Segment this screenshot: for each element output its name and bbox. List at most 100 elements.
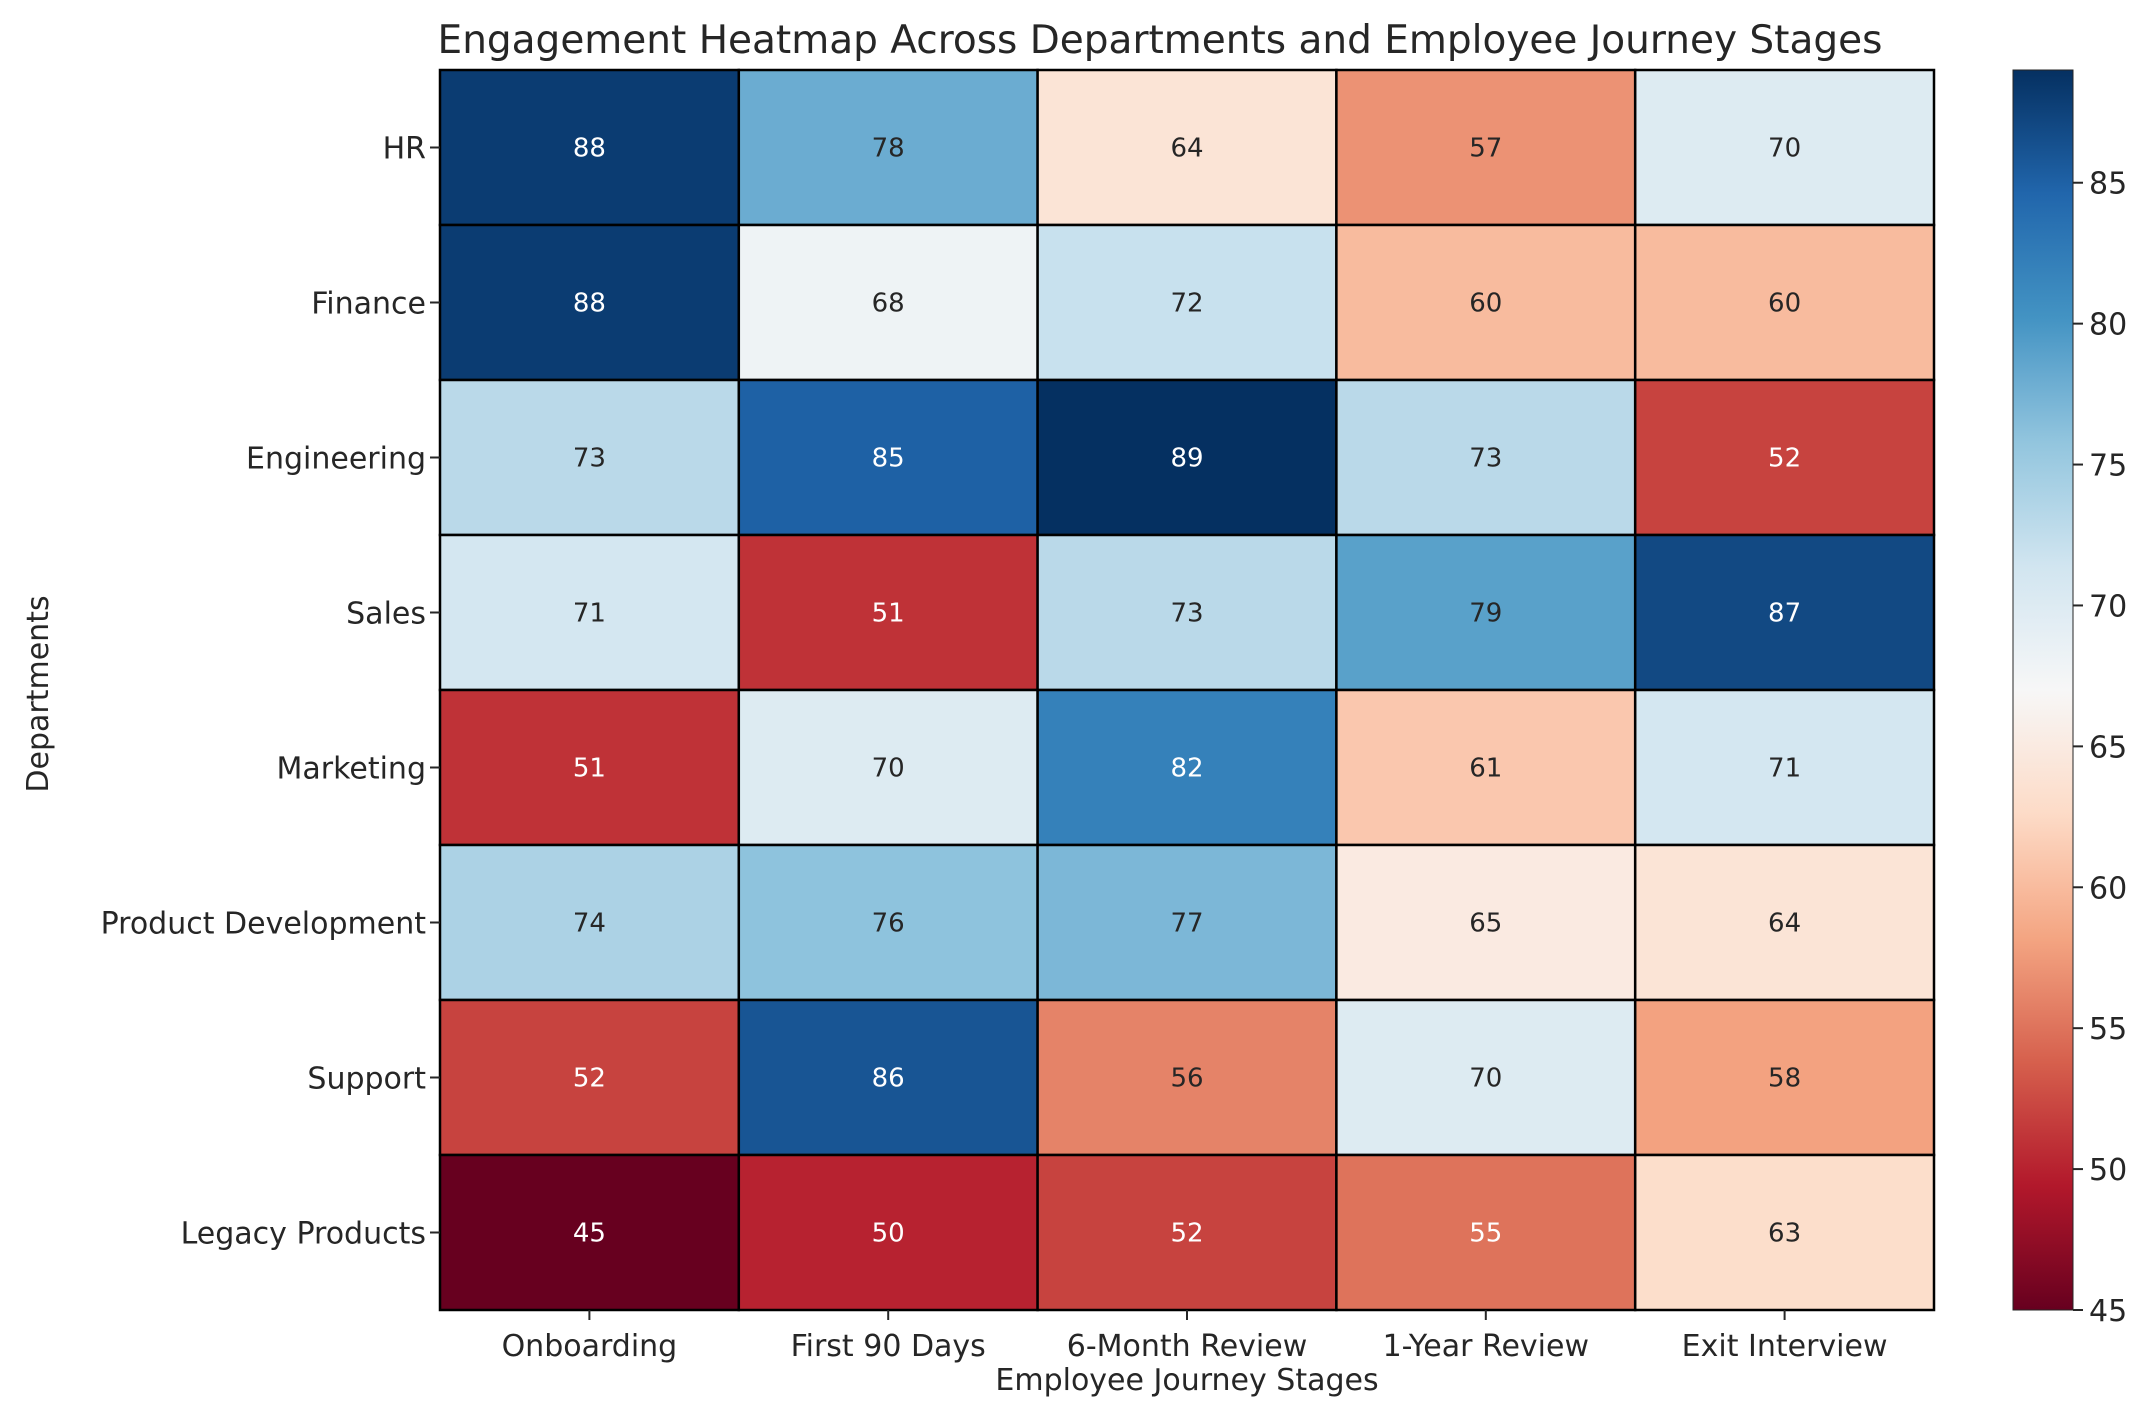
cell-value-label: 63: [1768, 1219, 1801, 1249]
heatmap-cell: [1633, 1153, 1936, 1312]
y-tick-label: Finance: [311, 287, 426, 322]
cell-value-label: 58: [1768, 1064, 1801, 1094]
cell-value-label: 87: [1768, 599, 1801, 629]
cell-value-label: 79: [1469, 599, 1502, 629]
cell-value-label: 60: [1768, 289, 1801, 319]
colorbar-frame: [2012, 69, 2074, 1311]
cell-value-label: 50: [872, 1219, 905, 1249]
cell-value-label: 52: [573, 1064, 606, 1094]
heatmap-cell: [1335, 68, 1637, 227]
heatmap-cell: [1633, 533, 1936, 692]
cell-value-label: 45: [573, 1219, 606, 1249]
heatmap-cell: [1633, 843, 1936, 1002]
cell-value-label: 85: [872, 444, 905, 474]
colorbar-tick-label: 55: [2089, 1012, 2127, 1047]
cell-value-label: 64: [1170, 134, 1203, 164]
cell-value-label: 61: [1469, 754, 1502, 784]
heatmap-cell: [438, 68, 741, 227]
colorbar-tick-label: 60: [2089, 871, 2127, 906]
heatmap-cell: [1036, 1153, 1338, 1312]
cell-value-label: 78: [872, 134, 905, 164]
colorbar: 45 50 55 60 65 70 75 80 85: [2012, 69, 2127, 1329]
x-tick-label: Onboarding: [502, 1329, 678, 1364]
cell-value-label: 52: [1768, 444, 1801, 474]
cell-value-label: 68: [872, 289, 905, 319]
heatmap-cell: [1633, 223, 1936, 382]
cell-value-label: 51: [573, 754, 606, 784]
cell-value-label: 88: [573, 289, 606, 319]
colorbar-tick-label: 75: [2089, 449, 2127, 484]
y-tick-label: Product Development: [101, 907, 427, 942]
heatmap-cell: [1036, 533, 1338, 692]
y-axis-label: Departments: [21, 595, 56, 792]
cell-value-label: 73: [573, 444, 606, 474]
heatmap-cell: [438, 1153, 741, 1312]
cell-value-label: 72: [1170, 289, 1203, 319]
chart-title: Engagement Heatmap Across Departments an…: [438, 18, 1883, 63]
heatmap-cell: [1335, 1153, 1637, 1312]
y-tick-label: Sales: [346, 597, 426, 632]
heatmap-cell: [1036, 688, 1338, 847]
cell-value-label: 82: [1170, 754, 1203, 784]
colorbar-tick-label: 85: [2089, 167, 2127, 202]
cell-value-label: 71: [573, 599, 606, 629]
heatmap-cell: [438, 998, 741, 1157]
cell-value-label: 73: [1170, 599, 1203, 629]
heatmap-cell: [1036, 223, 1338, 382]
heatmap-cell: [1335, 533, 1637, 692]
heatmap-cell: [438, 688, 741, 847]
colorbar-tick-label: 65: [2089, 730, 2127, 765]
heatmap-cell: [737, 68, 1039, 227]
x-tick-label: 1-Year Review: [1383, 1329, 1589, 1364]
cell-value-label: 70: [1469, 1064, 1502, 1094]
x-tick-label: First 90 Days: [791, 1329, 986, 1364]
colorbar-tick-label: 50: [2089, 1153, 2127, 1188]
cell-value-label: 76: [872, 909, 905, 939]
y-tick-label: HR: [383, 132, 426, 167]
y-tick-label: Legacy Products: [181, 1217, 426, 1252]
colorbar-tick-label: 70: [2089, 589, 2127, 624]
x-tick-label: 6-Month Review: [1067, 1329, 1308, 1364]
heatmap-cell: [1633, 998, 1936, 1157]
cell-value-label: 60: [1469, 289, 1502, 319]
cell-value-label: 86: [872, 1064, 905, 1094]
cell-value-label: 57: [1469, 134, 1502, 164]
cell-value-label: 77: [1170, 909, 1203, 939]
cell-value-label: 64: [1768, 909, 1801, 939]
cell-value-label: 73: [1469, 444, 1502, 474]
y-tick-label: Support: [307, 1062, 426, 1097]
heatmap-cell: [438, 223, 741, 382]
heatmap-cell: [1036, 843, 1338, 1002]
heatmap-cell: [737, 688, 1039, 847]
heatmap-cell: [1633, 378, 1936, 537]
cell-value-label: 71: [1768, 754, 1801, 784]
cell-value-label: 74: [573, 909, 606, 939]
colorbar-tick-label: 80: [2089, 308, 2127, 343]
x-axis-label: Employee Journey Stages: [995, 1363, 1378, 1398]
y-tick-label: Engineering: [246, 442, 426, 477]
x-tick-label: Exit Interview: [1682, 1329, 1888, 1364]
heatmap-cell: [1633, 688, 1936, 847]
cell-value-label: 70: [872, 754, 905, 784]
cell-value-label: 52: [1170, 1219, 1203, 1249]
cell-value-label: 56: [1170, 1064, 1203, 1094]
colorbar-gradient: [2013, 70, 2073, 1310]
heatmap-cell: [1036, 378, 1338, 537]
heatmap-cell: [737, 843, 1039, 1002]
heatmap-cell: [1633, 68, 1936, 227]
cell-value-label: 51: [872, 599, 905, 629]
heatmap-cell: [737, 1153, 1039, 1312]
heatmap-cell: [737, 533, 1039, 692]
heatmap-cell: [737, 378, 1039, 537]
cell-value-label: 55: [1469, 1219, 1502, 1249]
cell-value-label: 89: [1170, 444, 1203, 474]
heatmap-cell: [1036, 68, 1338, 227]
colorbar-tick-label: 45: [2089, 1294, 2127, 1329]
cell-value-label: 65: [1469, 909, 1502, 939]
y-tick-label: Marketing: [276, 752, 426, 787]
heatmap-cell: [1335, 378, 1637, 537]
heatmap-cell: [1335, 843, 1637, 1002]
cell-value-label: 88: [573, 134, 606, 164]
cell-value-label: 70: [1768, 134, 1801, 164]
